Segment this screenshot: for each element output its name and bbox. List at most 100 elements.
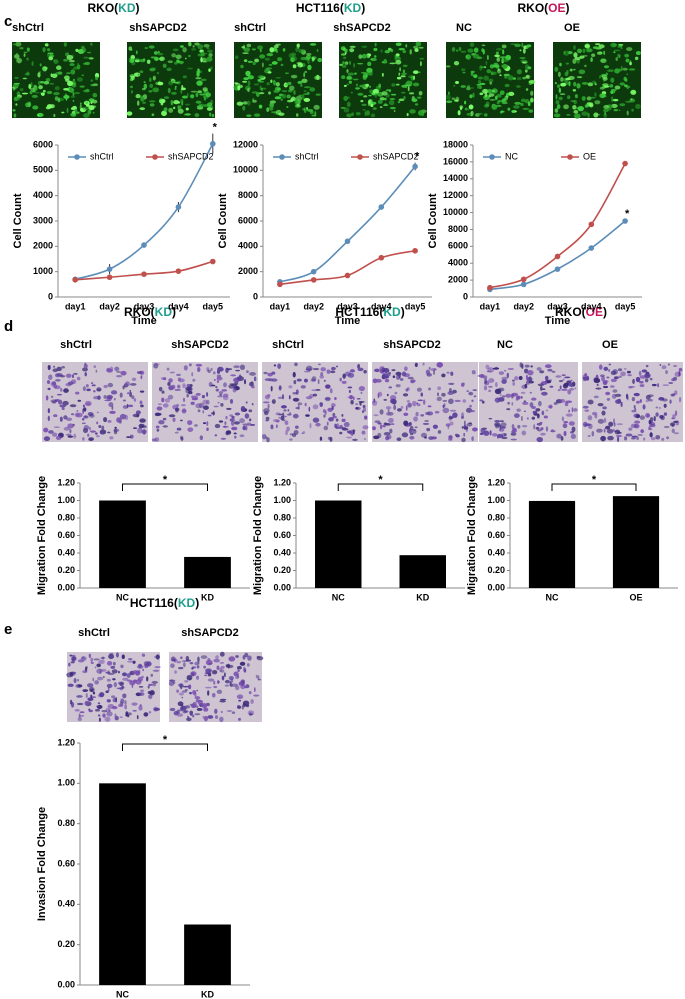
texture [513,105,520,109]
texture [270,111,277,114]
texture [91,696,97,699]
texture [186,92,189,98]
texture [202,104,209,107]
texture [308,406,311,412]
texture [465,54,471,60]
texture [151,113,155,117]
texture [182,709,188,714]
texture [133,58,141,62]
texture [38,71,42,73]
texture [236,101,244,106]
texture [214,708,218,714]
texture [142,58,146,62]
texture [531,397,537,401]
texture [659,364,662,366]
texture [267,372,273,377]
texture [205,686,212,689]
texture [190,712,193,717]
texture [265,419,269,422]
texture [312,393,318,397]
y-tick-label: 0.40 [487,547,505,557]
texture [516,408,521,412]
texture [527,66,532,70]
series-line [75,260,214,281]
texture [670,393,675,397]
y-tick-label: 0.00 [273,582,291,592]
texture [87,433,90,437]
texture [192,378,196,382]
texture [255,92,260,97]
texture [66,54,74,60]
texture [171,53,176,58]
texture [671,417,675,420]
texture [503,369,507,372]
group-header: RKO(KD) [87,1,139,15]
texture [77,717,82,721]
texture [614,393,622,397]
texture [237,669,240,672]
texture [76,77,83,82]
texture [30,87,35,92]
texture [648,425,652,430]
texture [175,85,177,88]
texture [246,422,252,426]
texture [143,81,146,83]
texture [382,424,386,428]
texture [377,422,382,425]
texture [96,435,100,438]
legend-label: shSAPCD2 [373,151,419,161]
texture [516,69,522,75]
texture [177,105,180,110]
header-part: ) [566,1,570,15]
texture [606,428,614,434]
texture [156,71,160,75]
texture [575,107,580,110]
texture [460,85,467,88]
bar [99,500,146,588]
texture [346,83,349,86]
texture [343,107,350,113]
texture [551,370,556,373]
texture [424,420,429,422]
texture [389,106,396,110]
texture [190,401,195,406]
texture [292,397,299,402]
texture [124,704,128,710]
texture [14,54,20,59]
texture [291,52,297,57]
y-tick-label: 0.80 [273,512,291,522]
texture [307,64,312,71]
texture [400,406,404,409]
texture [645,413,651,418]
texture [211,670,218,675]
panel-label: c [4,13,12,30]
texture [14,76,19,79]
texture [148,683,153,686]
texture [241,46,245,49]
texture [232,387,237,393]
texture [409,109,416,114]
group-header: HCT116(KD) [130,596,199,610]
texture [189,662,194,665]
group-header: HCT116(KD) [296,1,365,15]
texture [614,430,621,433]
texture [453,85,456,87]
texture [635,414,641,419]
texture [106,699,111,703]
texture [554,66,559,72]
texture [471,399,474,403]
texture [630,89,637,95]
texture [171,659,176,661]
texture [306,52,312,56]
y-tick-label: 0.20 [57,939,75,949]
point [622,160,628,167]
texture [356,83,358,87]
texture [486,69,492,74]
texture [390,93,397,96]
texture [179,105,182,109]
texture [103,395,107,399]
texture [256,656,264,661]
texture [239,661,246,666]
texture [568,421,575,426]
texture [537,383,544,387]
